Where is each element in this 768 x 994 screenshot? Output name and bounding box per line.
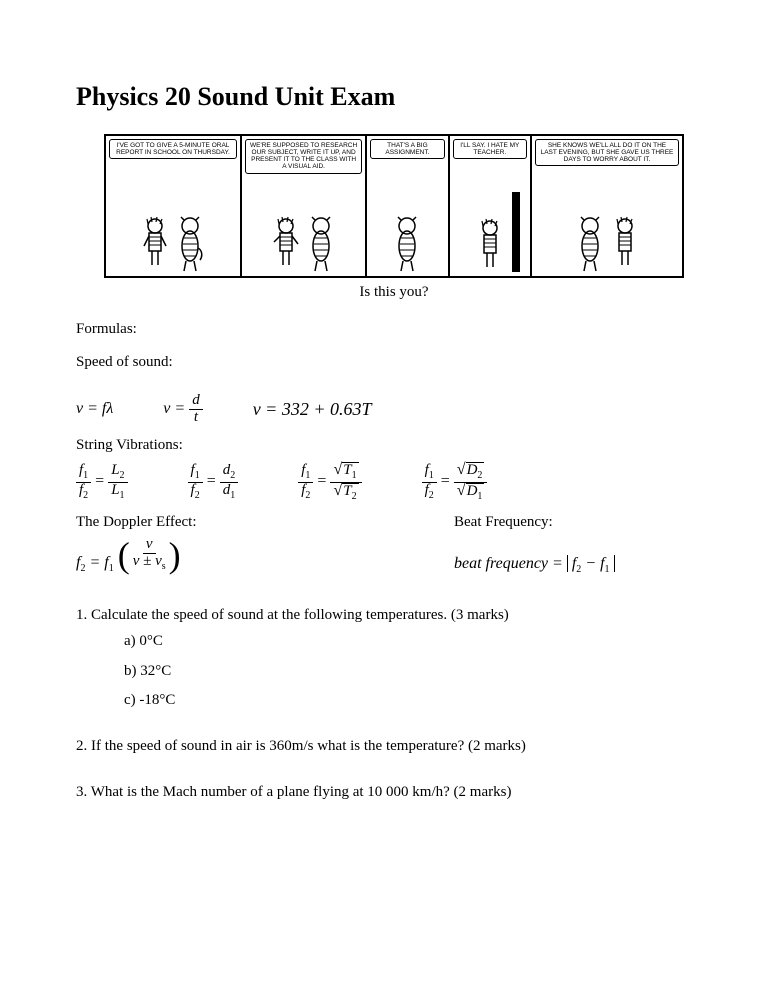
numerator: D2 bbox=[454, 462, 488, 483]
denominator: f2 bbox=[422, 483, 437, 502]
doppler-label: The Doppler Effect: bbox=[76, 514, 314, 531]
comic-figures bbox=[106, 216, 240, 272]
denominator: d1 bbox=[220, 483, 239, 502]
question-text: 1. Calculate the speed of sound at the f… bbox=[76, 605, 692, 627]
questions-section: 1. Calculate the speed of sound at the f… bbox=[76, 605, 692, 804]
tiger-icon bbox=[176, 216, 204, 272]
question-3: 3. What is the Mach number of a plane fl… bbox=[76, 782, 692, 804]
numerator: f1 bbox=[298, 463, 313, 483]
fraction: d2 d1 bbox=[220, 463, 239, 501]
speech-bubble: I'LL SAY. I HATE MY TEACHER. bbox=[453, 139, 527, 159]
tree-icon bbox=[506, 192, 526, 272]
tiger-icon bbox=[576, 216, 604, 272]
comic-panel: SHE KNOWS WE'LL ALL DO IT ON THE LAST EV… bbox=[532, 134, 684, 278]
formula-text: v = bbox=[163, 400, 185, 417]
denominator: f2 bbox=[298, 483, 313, 502]
denominator: T2 bbox=[330, 483, 361, 503]
comic-panel: WE'RE SUPPOSED TO RESEARCH OUR SUBJECT, … bbox=[242, 134, 367, 278]
formula-v-temp: v = 332 + 0.63T bbox=[253, 399, 372, 420]
speed-of-sound-label: Speed of sound: bbox=[76, 354, 692, 371]
formula-sv4: f1 f2 = D2 D1 bbox=[422, 462, 488, 502]
comic-caption: Is this you? bbox=[104, 284, 684, 301]
denominator: f2 bbox=[76, 483, 91, 502]
formula-sv3: f1 f2 = T1 T2 bbox=[298, 462, 361, 502]
comic-figures bbox=[242, 216, 365, 272]
boy-icon bbox=[477, 218, 503, 272]
formula-text: beat frequency = bbox=[454, 555, 563, 572]
formula-v-flambda: v = fλ bbox=[76, 400, 113, 418]
boy-icon bbox=[142, 216, 168, 270]
boy-icon bbox=[273, 216, 299, 270]
fraction: D2 D1 bbox=[454, 462, 488, 502]
speech-bubble: I'VE GOT TO GIVE A 5-MINUTE ORAL REPORT … bbox=[109, 139, 237, 159]
sqrt-icon: D2 bbox=[457, 462, 485, 482]
speech-bubble: SHE KNOWS WE'LL ALL DO IT ON THE LAST EV… bbox=[535, 139, 679, 166]
comic-figures bbox=[450, 218, 530, 272]
speech-bubble: WE'RE SUPPOSED TO RESEARCH OUR SUBJECT, … bbox=[245, 139, 362, 174]
doppler-beat-row: The Doppler Effect: f2 = f1 v v ± vs Bea… bbox=[76, 510, 692, 575]
comic-panel: THAT'S A BIG ASSIGNMENT. bbox=[367, 134, 449, 278]
formula-v-dt: v = d t bbox=[163, 393, 202, 426]
numerator: T1 bbox=[330, 462, 361, 483]
tiger-icon bbox=[307, 216, 335, 272]
string-vibrations-label: String Vibrations: bbox=[76, 437, 692, 454]
comic-strip: I'VE GOT TO GIVE A 5-MINUTE ORAL REPORT … bbox=[104, 134, 684, 278]
numerator: v bbox=[143, 537, 156, 554]
formula-sv1: f1 f2 = L2 L1 bbox=[76, 463, 128, 501]
denominator: v ± vs bbox=[130, 554, 169, 573]
sqrt-icon: T1 bbox=[333, 462, 358, 482]
question-2: 2. If the speed of sound in air is 360m/… bbox=[76, 736, 692, 758]
denominator: t bbox=[191, 410, 201, 426]
formula-doppler: f2 = f1 v v ± vs bbox=[76, 554, 181, 571]
numerator: L2 bbox=[108, 463, 127, 483]
question-options: a) 0°C b) 32°C c) -18°C bbox=[124, 631, 692, 712]
exam-page: Physics 20 Sound Unit Exam I'VE GOT TO G… bbox=[0, 0, 768, 994]
denominator: L1 bbox=[108, 483, 127, 502]
fraction: v v ± vs bbox=[130, 537, 169, 572]
numerator: f1 bbox=[188, 463, 203, 483]
fraction: f1 f2 bbox=[188, 463, 203, 501]
fraction: f1 f2 bbox=[422, 463, 437, 501]
numerator: d2 bbox=[220, 463, 239, 483]
formula-row-speed: v = fλ v = d t v = 332 + 0.63T bbox=[76, 387, 692, 431]
numerator: f1 bbox=[76, 463, 91, 483]
speech-bubble: THAT'S A BIG ASSIGNMENT. bbox=[370, 139, 444, 159]
beat-label: Beat Frequency: bbox=[454, 514, 692, 531]
page-title: Physics 20 Sound Unit Exam bbox=[76, 82, 692, 112]
fraction: f1 f2 bbox=[76, 463, 91, 501]
sqrt-icon: D1 bbox=[457, 483, 485, 503]
fraction: f1 f2 bbox=[298, 463, 313, 501]
fraction: d t bbox=[189, 393, 203, 426]
absolute-value: f2 − f1 bbox=[567, 555, 615, 572]
formulas-label: Formulas: bbox=[76, 321, 692, 338]
comic-figures bbox=[532, 216, 682, 272]
question-1: 1. Calculate the speed of sound at the f… bbox=[76, 605, 692, 712]
numerator: d bbox=[189, 393, 203, 410]
sqrt-icon: T2 bbox=[333, 483, 358, 503]
comic-panel: I'VE GOT TO GIVE A 5-MINUTE ORAL REPORT … bbox=[104, 134, 242, 278]
boy-icon bbox=[612, 216, 638, 270]
fraction: T1 T2 bbox=[330, 462, 361, 502]
option-b: b) 32°C bbox=[124, 661, 692, 683]
formula-row-string: f1 f2 = L2 L1 f1 f2 = d2 d1 f1 bbox=[76, 460, 692, 504]
fraction: L2 L1 bbox=[108, 463, 127, 501]
denominator: D1 bbox=[454, 483, 488, 503]
tiger-icon bbox=[393, 216, 421, 272]
option-a: a) 0°C bbox=[124, 631, 692, 653]
numerator: f1 bbox=[422, 463, 437, 483]
formula-beat: beat frequency = f2 − f1 bbox=[454, 555, 615, 572]
formula-sv2: f1 f2 = d2 d1 bbox=[188, 463, 239, 501]
comic-panel: I'LL SAY. I HATE MY TEACHER. bbox=[450, 134, 532, 278]
parentheses: v v ± vs bbox=[118, 537, 181, 572]
denominator: f2 bbox=[188, 483, 203, 502]
option-c: c) -18°C bbox=[124, 690, 692, 712]
comic-figures bbox=[367, 216, 447, 272]
